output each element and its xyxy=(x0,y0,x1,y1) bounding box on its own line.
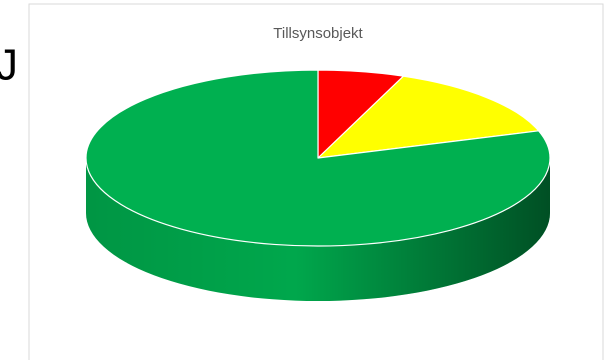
edge-text: J xyxy=(0,41,18,90)
pie xyxy=(85,69,551,301)
side-shade xyxy=(86,158,550,301)
slice xyxy=(85,69,551,247)
chart-title: Tillsynsobjekt xyxy=(273,25,363,42)
